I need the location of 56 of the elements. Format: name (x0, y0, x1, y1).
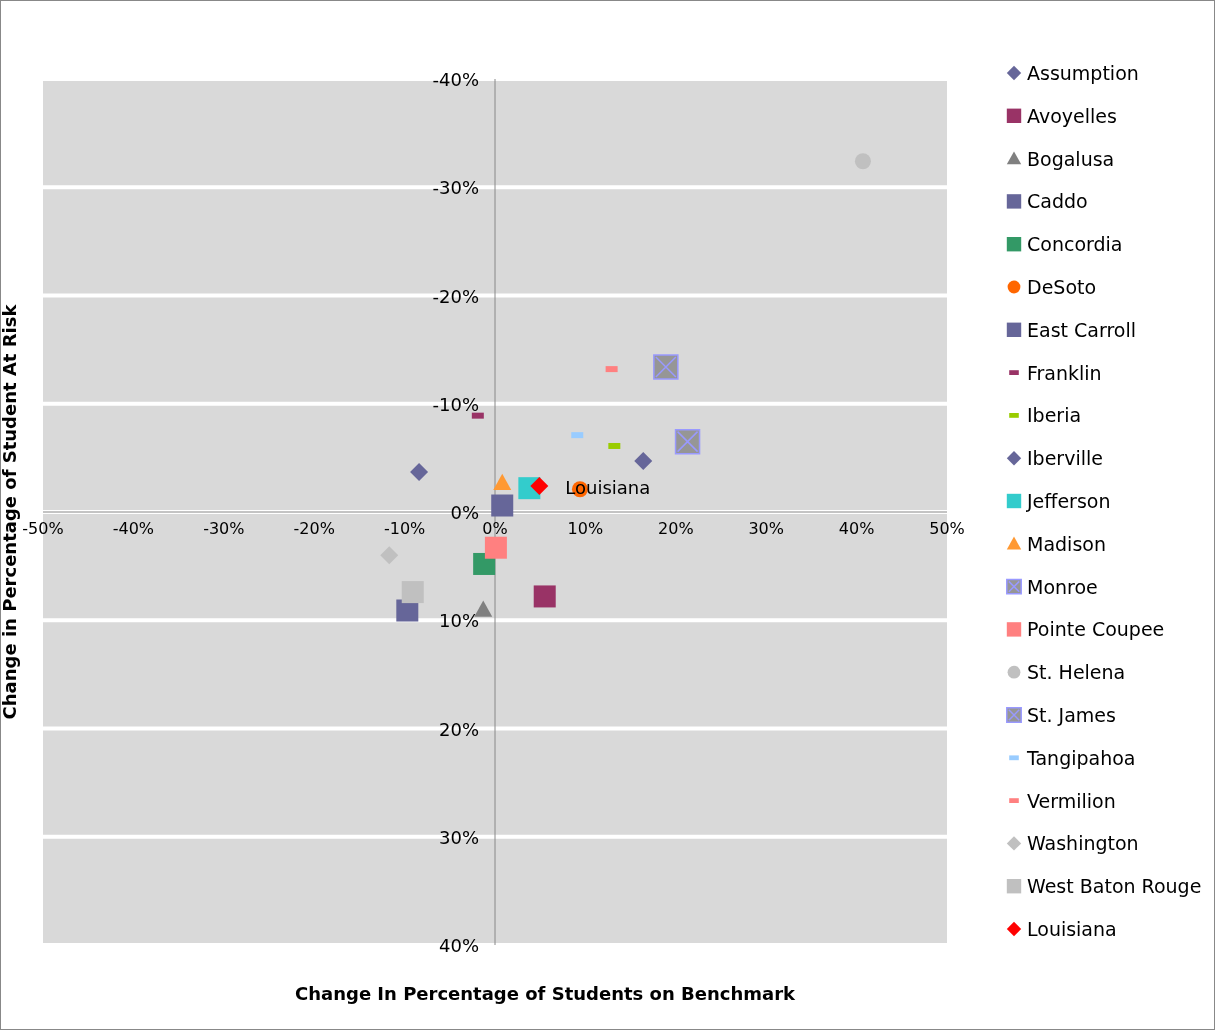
point (380, 546, 399, 565)
legend-label: Jefferson (1026, 490, 1111, 512)
y-tick-label: -30% (432, 177, 479, 199)
legend-label: East Carroll (1027, 318, 1136, 341)
y-tick-label: 0% (450, 502, 479, 523)
y-tick-label: 10% (438, 610, 479, 632)
y-tick-label: -10% (432, 393, 479, 415)
legend-label: Iberia (1027, 404, 1082, 427)
legend-label: Iberville (1027, 447, 1103, 470)
point (634, 452, 653, 471)
x-tick-label: -10% (383, 519, 426, 538)
point (396, 599, 419, 622)
x-tick-label: -50% (22, 519, 64, 538)
point (854, 153, 871, 170)
y-tick-label: 20% (438, 718, 479, 740)
point (653, 354, 679, 380)
x-tick-label: 20% (658, 519, 694, 538)
x-tick-label: 30% (748, 519, 784, 538)
x-tick-label: -30% (203, 519, 245, 538)
legend-label: Louisiana (1027, 918, 1117, 940)
legend-label: Franklin (1027, 361, 1102, 384)
legend-label: Caddo (1027, 190, 1088, 213)
point (493, 473, 512, 490)
x-tick-label: -20% (293, 519, 335, 538)
y-tick-label: -20% (432, 285, 479, 307)
point (533, 585, 556, 608)
legend-label: Concordia (1027, 233, 1123, 256)
legend-label: Bogalusa (1027, 147, 1115, 170)
point (401, 581, 424, 604)
legend-label: Vermilion (1027, 789, 1116, 812)
legend-label: Pointe Coupee (1027, 618, 1165, 641)
point (491, 494, 514, 517)
x-axis-title: Change In Percentage of Students on Benchmark (295, 983, 797, 1004)
x-tick-label: 50% (929, 519, 965, 538)
point (674, 428, 701, 455)
legend-label: Assumption (1027, 62, 1139, 84)
legend-label: Tangipahoa (1026, 746, 1136, 769)
y-tick-label: 30% (438, 826, 479, 848)
legend-label: DeSoto (1027, 276, 1097, 298)
y-tick-label: -40% (432, 69, 479, 90)
legend-label: Madison (1027, 532, 1106, 555)
point (410, 462, 429, 481)
x-tick-label: 10% (567, 519, 604, 538)
x-tick-label: -40% (112, 519, 155, 538)
legend-label: Monroe (1027, 575, 1098, 598)
x-tick-label: 40% (838, 519, 875, 538)
legend-label: St. James (1027, 704, 1116, 726)
legend-label: Avoyelles (1027, 104, 1117, 127)
legend-label: St. Helena (1027, 661, 1126, 684)
point (530, 477, 549, 496)
y-tick-label: 40% (438, 935, 479, 956)
legend-label: West Baton Rouge (1027, 875, 1202, 898)
legend-label: Washington (1027, 832, 1139, 855)
x-tick-label: 0% (482, 519, 508, 538)
point (484, 536, 507, 559)
y-axis-title: Change in Percentage of Student At Risk (0, 303, 20, 720)
